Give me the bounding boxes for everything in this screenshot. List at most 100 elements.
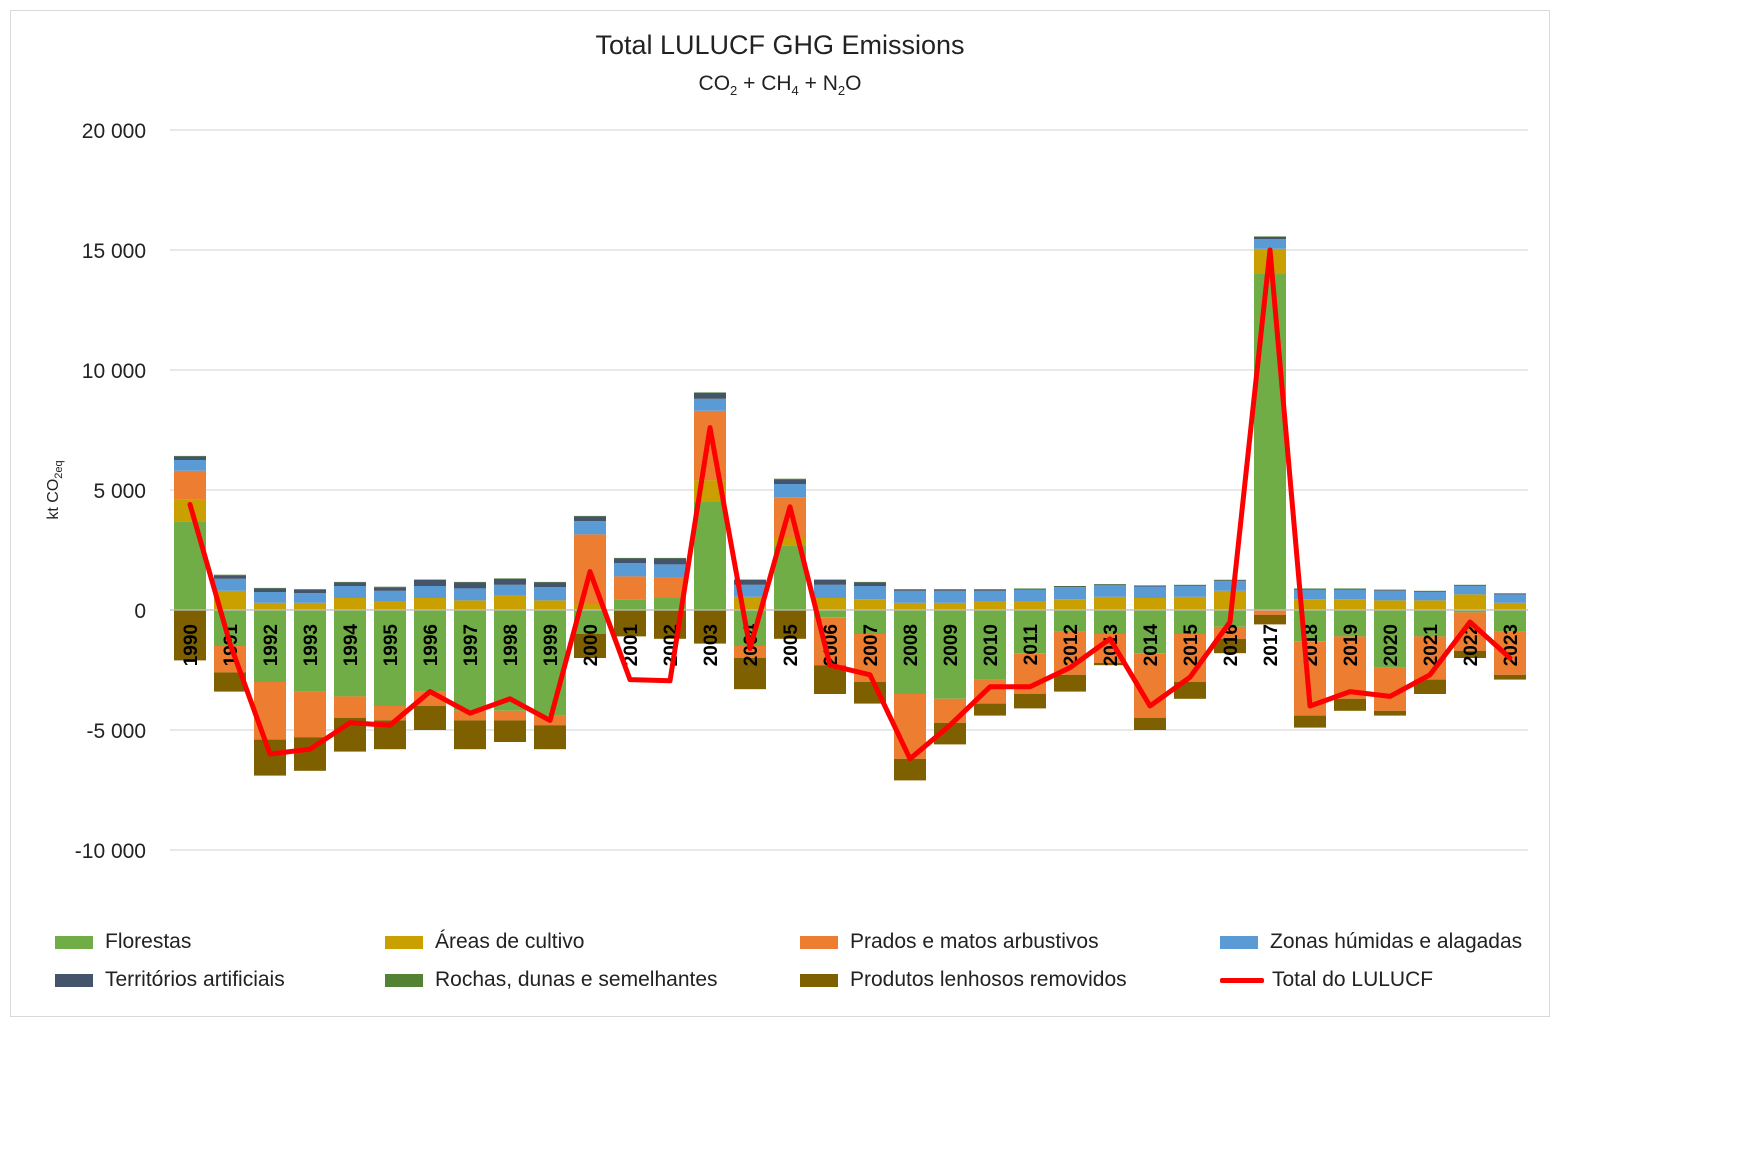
bar-segment (1454, 594, 1486, 610)
bar-segment (1494, 593, 1526, 594)
bar-segment (774, 479, 806, 484)
bar-segment (654, 557, 686, 559)
x-tick-label: 2019 (1341, 624, 1362, 666)
bar-segment (1094, 610, 1126, 634)
bar-segment (1414, 590, 1446, 592)
bar-segment (214, 574, 246, 576)
bar-segment (174, 455, 206, 457)
x-tick-label: 1990 (181, 624, 202, 666)
bar-segment (294, 602, 326, 610)
bar-segment (1054, 586, 1086, 588)
legend-item: Produtos lenhosos removidos (800, 968, 1127, 992)
bar-segment (1054, 599, 1086, 610)
bar-segment (1054, 587, 1086, 600)
legend-swatch (1220, 935, 1258, 949)
legend-swatch (55, 973, 93, 987)
bar-segment (934, 589, 966, 590)
bar-segment (934, 590, 966, 603)
bar-segment (1174, 586, 1206, 597)
bar-segment (374, 601, 406, 610)
bar-segment (534, 725, 566, 750)
y-tick-label: 0 (134, 600, 146, 623)
bar-segment (894, 758, 926, 781)
bar-segment (1014, 610, 1046, 654)
x-tick-label: 1996 (421, 624, 442, 666)
y-tick-label: 20 000 (82, 120, 146, 143)
bar-segment (1414, 591, 1446, 592)
bar-segment (1134, 585, 1166, 586)
bar-segment (334, 586, 366, 598)
bar-segment (814, 579, 846, 581)
bar-segment (1054, 674, 1086, 692)
x-tick-label: 2008 (901, 624, 922, 666)
bar-segment (694, 392, 726, 399)
bar-segment (454, 610, 486, 711)
bar-segment (494, 610, 526, 711)
bar-segment (1334, 636, 1366, 699)
bar-segment (614, 558, 646, 564)
bar-segment (1334, 610, 1366, 637)
x-tick-label: 1992 (261, 624, 282, 666)
x-tick-label: 1995 (381, 624, 402, 667)
bar-segment (1254, 274, 1286, 610)
bar-segment (694, 410, 726, 481)
bar-segment (1334, 599, 1366, 610)
bar-segment (1174, 682, 1206, 699)
bar-segment (254, 602, 286, 610)
bar-segment (1254, 236, 1286, 240)
bar-segment (1214, 581, 1246, 591)
bar-segment (654, 577, 686, 598)
bar-segment (934, 589, 966, 591)
bar-segment (254, 610, 286, 682)
bar-segment (1254, 239, 1286, 249)
bar-segment (1454, 586, 1486, 595)
bar-segment (414, 586, 446, 598)
bar-segment (414, 610, 446, 692)
bar-segment (774, 478, 806, 480)
legend-item: Rochas, dunas e semelhantes (385, 968, 718, 992)
bar-segment (1374, 590, 1406, 591)
bar-segment (1174, 584, 1206, 586)
bar-segment (374, 610, 406, 706)
bar-segment (694, 610, 726, 644)
bar-segment (614, 599, 646, 610)
bar-segment (574, 515, 606, 517)
x-tick-label: 2016 (1221, 624, 1242, 666)
bar-segment (854, 581, 886, 583)
bar-segment (1454, 650, 1486, 658)
bar-segment (1254, 236, 1286, 237)
bar-segment (454, 588, 486, 601)
legend-swatch (800, 973, 838, 987)
bar-segment (574, 604, 606, 610)
x-tick-label: 2010 (981, 624, 1002, 666)
bar-segment (414, 598, 446, 610)
x-tick-label: 1997 (461, 624, 482, 666)
x-tick-label: 2009 (941, 624, 962, 666)
bar-segment (734, 658, 766, 690)
bar-segment (814, 598, 846, 610)
bar-segment (1494, 602, 1526, 610)
bar-segment (534, 581, 566, 583)
bar-segment (494, 578, 526, 585)
chart-title: Total LULUCF GHG Emissions (595, 30, 965, 60)
bar-segment (254, 588, 286, 592)
bar-segment (454, 600, 486, 610)
x-tick-label: 2003 (701, 624, 722, 666)
bar-segment (854, 586, 886, 600)
bar-segment (1494, 631, 1526, 675)
bar-segment (974, 601, 1006, 610)
bar-segment (1174, 610, 1206, 634)
bar-segment (574, 516, 606, 522)
bar-segment (1214, 579, 1246, 581)
legend-label: Florestas (105, 930, 192, 953)
bar-segment (454, 720, 486, 750)
y-tick-label: 10 000 (82, 360, 146, 383)
bar-segment (974, 610, 1006, 680)
bar-segment (614, 563, 646, 577)
x-tick-label: 2017 (1261, 624, 1282, 666)
legend-swatch (800, 935, 838, 949)
bar-segment (1294, 589, 1326, 600)
bar-segment (734, 580, 766, 585)
bar-segment (1334, 588, 1366, 590)
bar-segment (1494, 593, 1526, 595)
